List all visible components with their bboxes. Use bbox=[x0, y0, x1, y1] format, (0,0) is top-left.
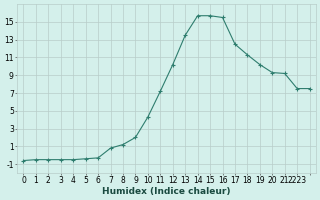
X-axis label: Humidex (Indice chaleur): Humidex (Indice chaleur) bbox=[102, 187, 231, 196]
